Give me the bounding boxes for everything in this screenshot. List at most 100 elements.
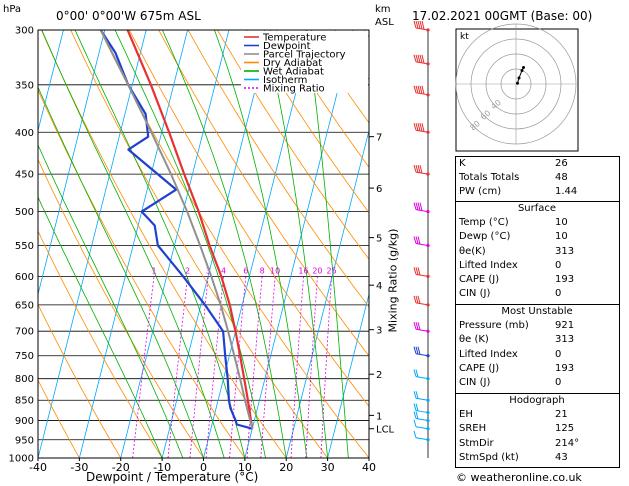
sreh-label: SREH bbox=[459, 423, 487, 435]
k-label: K bbox=[459, 158, 466, 170]
wind-barb-feather bbox=[417, 346, 421, 355]
wind-barb-feather bbox=[415, 54, 419, 63]
wind-barb-staff bbox=[415, 437, 429, 441]
mixing-ratio-label: 1 bbox=[151, 266, 156, 275]
mu-pressure-value: 921 bbox=[555, 320, 575, 332]
pressure-tick-label: 1000 bbox=[9, 454, 34, 465]
mixing-ratio-line bbox=[246, 276, 263, 458]
dry-adiabat-line bbox=[275, 30, 369, 168]
mu-li-value: 0 bbox=[555, 348, 562, 360]
datetime-label: 17.02.2021 00GMT (Base: 00) bbox=[412, 9, 593, 23]
pressure-tick-label: 850 bbox=[15, 396, 34, 407]
wind-barb-feather bbox=[417, 20, 421, 29]
hodograph-frame bbox=[455, 28, 579, 152]
pw-label: PW (cm) bbox=[459, 186, 502, 198]
height-tick-label: 1 bbox=[376, 411, 382, 422]
surface-title: Surface bbox=[517, 203, 557, 215]
wet-adiabat-line bbox=[306, 30, 349, 458]
mixing-ratio-line bbox=[260, 276, 276, 458]
wind-barb-feather bbox=[419, 20, 423, 30]
wind-barb-feather bbox=[413, 20, 417, 29]
mixing-ratio-line bbox=[320, 276, 332, 458]
surface-li-value: 0 bbox=[555, 259, 562, 271]
surface-temp-label: Temp (°C) bbox=[459, 217, 509, 229]
wind-barb-feather bbox=[413, 202, 417, 210]
mixing-ratio-label: 20 bbox=[312, 266, 322, 275]
dry-adiabat-line bbox=[99, 30, 369, 458]
wind-barb-feather bbox=[417, 54, 421, 63]
wind-barb-feather bbox=[413, 165, 417, 173]
isotherm-line bbox=[78, 30, 188, 458]
wind-barb-feather bbox=[415, 403, 419, 411]
wind-barb-feather bbox=[415, 267, 419, 275]
dry-adiabat-line bbox=[38, 89, 246, 458]
mu-cin-label: CIN (J) bbox=[459, 377, 491, 389]
pressure-tick-label: 900 bbox=[15, 416, 34, 427]
wind-barb-staff bbox=[415, 426, 429, 430]
pressure-tick-label: 800 bbox=[15, 374, 34, 385]
wind-barb-feather bbox=[413, 322, 417, 330]
wind-barb-feather bbox=[415, 202, 419, 211]
legend-entry: Dewpoint bbox=[263, 41, 311, 52]
pressure-tick-label: 400 bbox=[15, 128, 34, 139]
copyright-footer: © weatheronline.co.uk bbox=[456, 471, 582, 484]
mixing-ratio-line bbox=[205, 276, 224, 458]
wind-barb-feather bbox=[413, 123, 417, 131]
mu-cape-label: CAPE (J) bbox=[459, 362, 500, 374]
mixing-ratio-line bbox=[189, 276, 209, 458]
wind-barb-feather bbox=[413, 391, 417, 399]
indices-table: K 26 Totals Totals 48 PW (cm) 1.44 bbox=[456, 157, 618, 200]
most-unstable-title: Most Unstable bbox=[501, 306, 573, 318]
mixing-ratio-label: 3 bbox=[206, 266, 211, 275]
wind-barb-feather bbox=[417, 322, 421, 330]
surface-li-label: Lifted Index bbox=[459, 259, 518, 271]
dry-adiabat-line bbox=[187, 30, 369, 308]
sreh-value: 125 bbox=[555, 423, 575, 435]
wind-barb-feather bbox=[417, 123, 421, 131]
location-label: 0°00' 0°00'W 675m ASL bbox=[56, 9, 201, 23]
wet-adiabat-line bbox=[38, 144, 184, 458]
stmspd-value: 43 bbox=[555, 451, 568, 463]
mixing-ratio-label: 8 bbox=[260, 266, 265, 275]
wind-barb-feather bbox=[413, 267, 417, 275]
wind-barb-staff bbox=[415, 418, 429, 422]
wind-barb-staff bbox=[415, 328, 429, 332]
height-tick-label: 3 bbox=[376, 326, 382, 337]
wind-barb-feather bbox=[415, 295, 419, 304]
x-tick-label: 10 bbox=[238, 461, 252, 474]
x-tick-label: 40 bbox=[362, 461, 376, 474]
dry-adiabat-line bbox=[41, 30, 287, 458]
surface-thetae-value: 313 bbox=[555, 245, 575, 257]
surface-cape-label: CAPE (J) bbox=[459, 274, 500, 286]
wet-adiabat-line bbox=[114, 30, 266, 458]
surface-cape-value: 193 bbox=[555, 274, 575, 286]
mixing-ratio-label: 16 bbox=[298, 266, 308, 275]
legend-background bbox=[241, 31, 368, 93]
stmdir-value: 214° bbox=[555, 437, 580, 449]
wind-barb-feather bbox=[413, 403, 417, 411]
hodograph-point bbox=[520, 69, 524, 72]
wind-barb-feather bbox=[415, 20, 419, 29]
x-tick-label: -40 bbox=[29, 461, 47, 474]
x-tick-label: 30 bbox=[321, 461, 335, 474]
legend-entry: Parcel Trajectory bbox=[263, 50, 346, 61]
pressure-tick-label: 550 bbox=[15, 241, 34, 252]
wind-barb-feather bbox=[413, 295, 417, 303]
mu-thetae-value: 313 bbox=[555, 334, 575, 346]
hodograph-table-title: Hodograph bbox=[509, 395, 565, 407]
wind-barb-feather bbox=[413, 85, 417, 93]
pressure-tick-label: 600 bbox=[15, 272, 34, 283]
isotherm-line bbox=[244, 30, 354, 458]
x-tick-label: 0 bbox=[200, 461, 207, 474]
wind-barb-staff bbox=[415, 209, 429, 213]
dry-adiabat-line bbox=[158, 30, 369, 357]
mixing-ratio-line bbox=[132, 276, 155, 458]
pressure-tick-label: 350 bbox=[15, 80, 34, 91]
isotherm-line bbox=[285, 128, 369, 458]
wind-barb-staff bbox=[415, 353, 429, 357]
dry-adiabat-line bbox=[246, 30, 369, 214]
wind-barb-feather bbox=[417, 236, 421, 245]
height-tick-label: 7 bbox=[376, 133, 382, 144]
dry-adiabat-line bbox=[38, 158, 204, 458]
wind-barb-staff bbox=[415, 397, 429, 401]
